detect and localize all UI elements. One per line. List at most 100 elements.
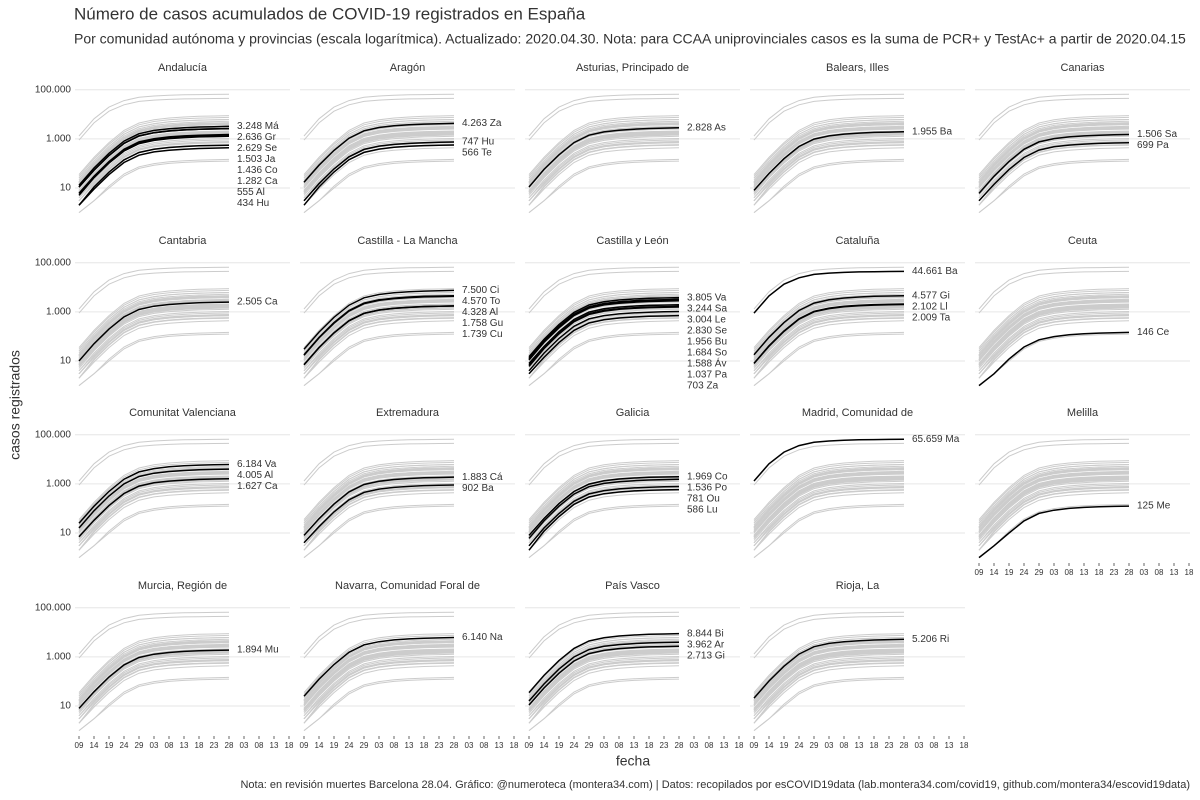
end-label: 1.588 Áv (687, 356, 726, 369)
province-line (528, 127, 680, 188)
background-line (753, 311, 905, 372)
end-label: 586 Lu (687, 504, 718, 515)
background-line (753, 312, 905, 372)
background-line (528, 611, 680, 655)
panel: País Vasco 09 14 19 24 29 03 08 13 18 23 28 03 08 13 18… (525, 580, 744, 750)
background-line (78, 314, 230, 375)
x-tick-label: 03 (375, 741, 384, 750)
background-line (753, 492, 905, 551)
background-line (303, 615, 455, 659)
background-line (528, 649, 680, 709)
province-line (753, 638, 905, 699)
background-line (78, 120, 230, 181)
background-line (753, 300, 905, 361)
background-line (978, 158, 1130, 213)
panel: Navarra, Comunidad Foral de 09 14 19 24 29 03 0… (300, 580, 519, 750)
end-label: 125 Me (1137, 501, 1171, 512)
end-label: 3.962 Ar (687, 639, 725, 650)
end-label: 7.500 Ci (462, 285, 499, 296)
background-line (753, 144, 905, 206)
panel-title: Extremadura (376, 407, 440, 419)
province-line (528, 300, 680, 361)
province-line (753, 303, 905, 364)
background-line (978, 333, 1130, 386)
background-line (528, 141, 680, 202)
panel: Ceuta 146 Ce (975, 235, 1190, 387)
background-line (78, 438, 230, 482)
background-line (303, 641, 455, 702)
background-line (753, 147, 905, 206)
x-tick-label: 13 (1170, 568, 1179, 577)
background-line (753, 665, 905, 724)
background-line (78, 476, 230, 536)
background-line (528, 483, 680, 544)
background-line (303, 676, 455, 731)
background-line (78, 116, 230, 177)
background-line (78, 483, 230, 544)
background-line (978, 487, 1130, 547)
x-tick-label: 24 (795, 741, 804, 750)
background-line (978, 122, 1130, 183)
panel: Madrid, Comunidad de 65.659 Ma (750, 407, 965, 558)
background-line (303, 127, 455, 188)
background-line (978, 288, 1130, 348)
background-line (303, 478, 455, 539)
panel: Melilla 09 14 19 24 29 03 08 13 18 23 28 03 08 13 18 125… (975, 407, 1194, 577)
background-line (753, 314, 905, 375)
background-line (978, 473, 1130, 534)
background-line (78, 461, 230, 522)
background-line (978, 120, 1130, 181)
background-line (78, 615, 230, 659)
background-line (753, 119, 905, 179)
background-line (753, 659, 905, 720)
background-line (303, 131, 455, 191)
background-line (78, 315, 230, 375)
background-line (978, 478, 1130, 539)
x-tick-label: 23 (435, 741, 444, 750)
background-line (528, 142, 680, 202)
background-line (753, 317, 905, 379)
background-line (978, 464, 1130, 524)
end-label: 4.577 Gi (912, 290, 950, 301)
panel: Rioja, La 09 14 19 24 29 03 08 13 18 23 28 03 08 13 18 5… (750, 580, 969, 750)
background-line (978, 311, 1130, 372)
background-line (528, 473, 680, 534)
background-line (303, 312, 455, 372)
x-tick-label: 08 (255, 741, 264, 750)
x-tick-label: 28 (450, 741, 459, 750)
panel: Andalucía 10 1.000 100.000 3.248 Má2.636 Gr2… (35, 62, 290, 213)
background-line (753, 649, 905, 709)
background-line (753, 468, 905, 529)
y-tick-label: 1.000 (46, 134, 71, 145)
background-line (528, 314, 680, 375)
background-line (753, 611, 905, 655)
background-line (303, 461, 455, 522)
end-label: 1.758 Gu (462, 318, 503, 329)
province-line (978, 331, 1130, 387)
province-line (78, 127, 230, 188)
background-line (978, 503, 1130, 558)
background-line (528, 486, 680, 547)
end-label: 747 Hu (462, 137, 494, 148)
background-line (753, 633, 905, 693)
background-line (528, 660, 680, 720)
end-label: 3.004 Le (687, 314, 726, 325)
panel-title: Navarra, Comunidad Foral de (335, 580, 480, 592)
y-axis-label: casos registrados (7, 350, 23, 460)
background-line (528, 147, 680, 206)
background-line (303, 97, 455, 141)
background-line (78, 643, 230, 704)
panel-title: País Vasco (605, 580, 660, 592)
background-line (753, 139, 905, 199)
background-line (303, 301, 455, 362)
background-line (528, 657, 680, 717)
province-line (78, 649, 230, 709)
background-line (528, 487, 680, 547)
background-line (753, 298, 905, 359)
background-line (753, 292, 905, 352)
background-line (978, 115, 1130, 175)
background-line (303, 464, 455, 524)
background-line (303, 662, 455, 724)
y-tick-label: 1.000 (46, 307, 71, 318)
